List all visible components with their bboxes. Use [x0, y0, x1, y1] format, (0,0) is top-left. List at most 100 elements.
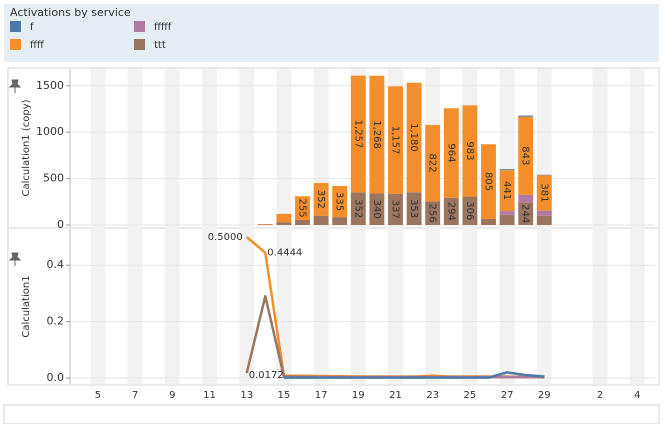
panel-frame [7, 67, 660, 386]
bar-segment [536, 210, 552, 216]
x-tick-label: 11 [203, 390, 216, 401]
column-band [629, 69, 645, 384]
bar-segment [406, 82, 422, 193]
data-label: 352 [352, 199, 363, 218]
bar-segment [462, 196, 478, 225]
legend-label: fffff [154, 22, 172, 33]
bar-segment [499, 214, 515, 225]
x-tick-label: 23 [426, 390, 439, 401]
bar-segment [536, 215, 552, 225]
y-tick-label: 1500 [36, 79, 64, 92]
legend-label: f [30, 22, 34, 33]
x-tick-label: 25 [464, 390, 477, 401]
y-tick-label: 500 [43, 172, 64, 185]
bar-segment [443, 108, 459, 198]
column-band [592, 69, 608, 384]
bar-segment [276, 213, 292, 223]
bar-segment [518, 194, 534, 203]
data-label: 0.4444 [267, 248, 302, 259]
bar-segment [499, 169, 515, 171]
y-axis-title: Calculation1 (copy) [21, 99, 32, 196]
data-label: 381 [538, 183, 549, 202]
column-band [425, 69, 441, 384]
bar-segment [332, 217, 348, 225]
y-tick-label: 0.0 [47, 371, 65, 384]
column-band [499, 69, 515, 384]
legend-swatch [134, 21, 145, 32]
data-label: 0.0172 [249, 370, 284, 381]
x-tick-label: 7 [132, 390, 138, 401]
y-tick-label: 0.4 [47, 258, 65, 271]
line-series [283, 371, 545, 379]
data-label: 256 [427, 204, 438, 223]
x-tick-label: 2 [597, 390, 603, 401]
bar-segment [295, 219, 310, 225]
x-tick-label: 29 [538, 390, 551, 401]
bar-segment [388, 86, 403, 194]
data-label: 244 [520, 204, 531, 223]
bar-segment [406, 192, 422, 225]
data-label: 843 [520, 146, 531, 165]
column-band [90, 69, 106, 384]
data-label: 983 [464, 141, 475, 160]
data-label: 340 [371, 200, 382, 219]
bar-segment [499, 211, 515, 215]
data-label: 822 [427, 154, 438, 173]
legend-swatch [10, 39, 21, 50]
data-label: 805 [483, 172, 494, 191]
y-tick-label: 0.2 [47, 315, 65, 328]
data-label: 1,257 [352, 120, 363, 149]
x-tick-label: 19 [352, 390, 365, 401]
pin-icon [8, 252, 22, 266]
legend-label: ffff [30, 40, 45, 51]
legend-label: ttt [154, 40, 166, 51]
x-tick-label: 27 [501, 390, 514, 401]
data-label: 1,157 [390, 126, 401, 155]
data-label: 255 [297, 199, 308, 218]
data-label: 294 [445, 202, 456, 221]
data-label: 964 [445, 143, 456, 162]
data-label: 306 [464, 201, 475, 220]
bar-segment [518, 116, 534, 195]
bar-segment [481, 144, 496, 219]
bar-segment [425, 201, 441, 225]
bottom-panel [3, 404, 660, 424]
y-tick-label: 0 [57, 218, 64, 231]
legend-box [4, 4, 659, 62]
column-band [313, 69, 329, 384]
bar-segment [462, 105, 478, 197]
bar-segment [481, 218, 496, 225]
bar-segment [443, 197, 459, 225]
data-label: 0.5000 [208, 232, 243, 243]
data-label: 337 [390, 200, 401, 219]
bar-segment [425, 124, 441, 202]
data-label: 1,268 [371, 120, 382, 149]
bar-segment [518, 202, 534, 225]
y-axis-title: Calculation1 [21, 275, 32, 337]
y-tick-label: 1000 [36, 125, 64, 138]
column-band [164, 69, 180, 384]
bar-segment [276, 222, 292, 225]
x-tick-label: 21 [389, 390, 402, 401]
column-band [239, 69, 255, 384]
bar-segment [369, 75, 385, 194]
bar-segment [388, 193, 403, 225]
bar-segment [499, 170, 515, 212]
x-tick-label: 13 [240, 390, 253, 401]
bar-segment [313, 215, 329, 225]
bar-segment [332, 186, 348, 218]
column-band [127, 69, 143, 384]
legend-swatch [10, 21, 21, 32]
data-label: 353 [408, 199, 419, 218]
bar-segment [350, 192, 366, 225]
column-band [536, 69, 552, 384]
bar-segment [350, 75, 366, 193]
x-tick-label: 15 [278, 390, 291, 401]
data-label: 352 [315, 190, 326, 209]
x-tick-label: 5 [95, 390, 101, 401]
x-tick-label: 4 [634, 390, 640, 401]
pin-icon [8, 79, 22, 93]
x-tick-label: 17 [315, 390, 328, 401]
bar-segment [518, 115, 534, 117]
